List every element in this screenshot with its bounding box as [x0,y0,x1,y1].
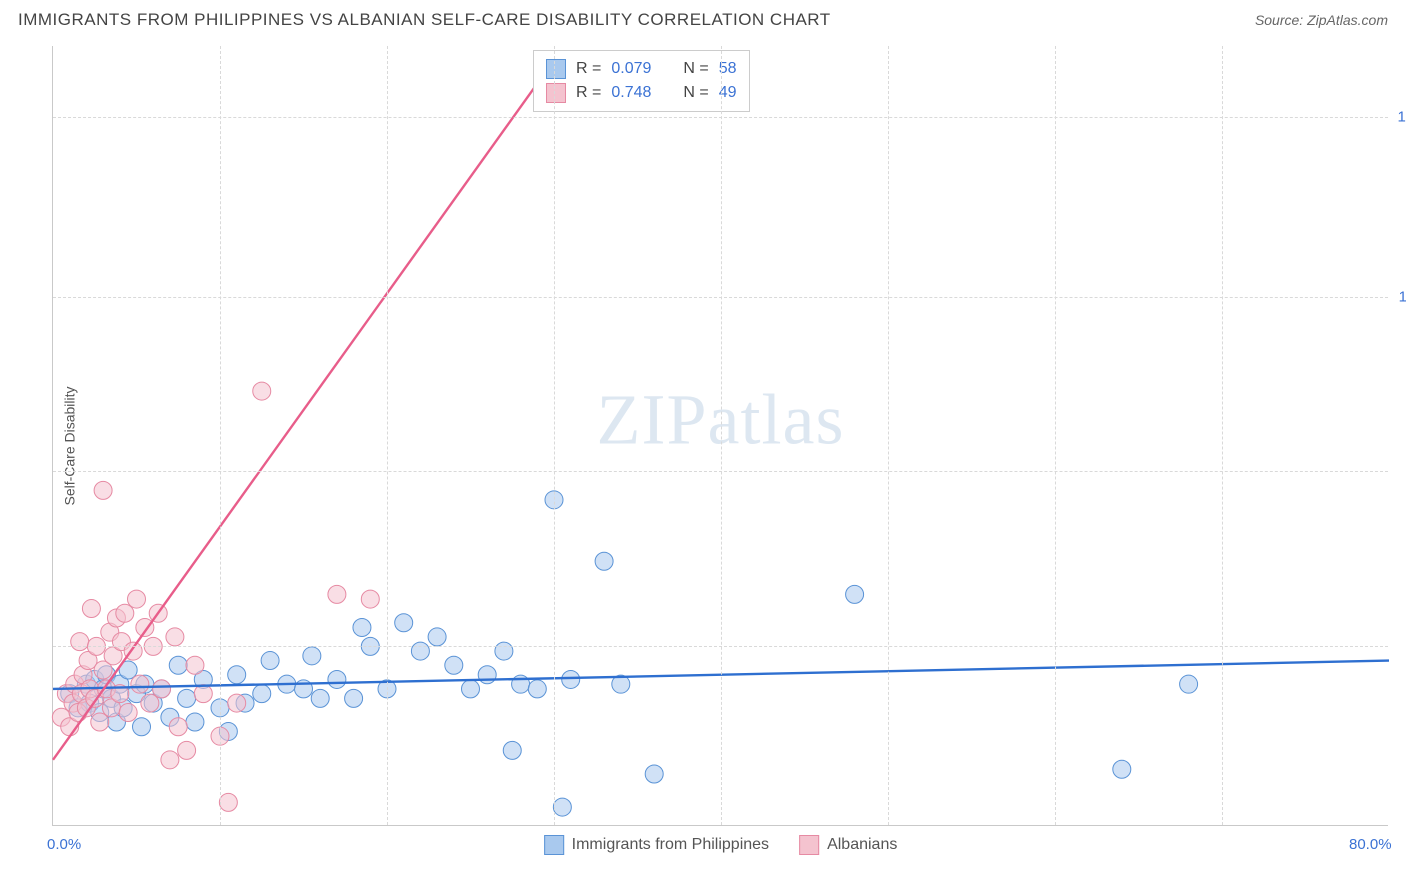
gridline-v [387,46,388,825]
data-point [528,680,546,698]
gridline-v [721,46,722,825]
data-point [194,685,212,703]
data-point [328,585,346,603]
data-point [91,713,109,731]
data-point [445,656,463,674]
data-point [133,718,151,736]
data-point [478,666,496,684]
data-point [166,628,184,646]
y-tick-label: 15.0% [1397,108,1406,125]
legend-row-series2: R = 0.748 N = 49 [546,81,737,105]
data-point [131,675,149,693]
data-point [846,585,864,603]
r-value-series1: 0.079 [611,57,651,81]
data-point [169,718,187,736]
data-point [128,590,146,608]
legend-item-series1: Immigrants from Philippines [544,835,769,855]
data-point [253,685,271,703]
source-name: ZipAtlas.com [1307,12,1388,28]
legend-label-series1: Immigrants from Philippines [572,836,769,854]
data-point [345,689,363,707]
gridline-v [554,46,555,825]
data-point [178,689,196,707]
data-point [261,652,279,670]
chart-title: IMMIGRANTS FROM PHILIPPINES VS ALBANIAN … [18,10,831,30]
data-point [116,604,134,622]
data-point [94,481,112,499]
x-tick-label: 0.0% [47,836,81,853]
data-point [219,793,237,811]
data-point [428,628,446,646]
data-point [495,642,513,660]
data-point [228,694,246,712]
r-label: R = [576,57,601,81]
r-label: R = [576,81,601,105]
swatch-series1 [546,59,566,79]
data-point [645,765,663,783]
data-point [1180,675,1198,693]
data-point [553,798,571,816]
data-point [503,741,521,759]
data-point [395,614,413,632]
data-point [82,600,100,618]
data-point [186,713,204,731]
data-point [228,666,246,684]
gridline-v [220,46,221,825]
data-point [178,741,196,759]
data-point [253,382,271,400]
title-bar: IMMIGRANTS FROM PHILIPPINES VS ALBANIAN … [0,0,1406,36]
data-point [169,656,187,674]
source-attribution: Source: ZipAtlas.com [1255,12,1388,28]
gridline-v [1055,46,1056,825]
legend-row-series1: R = 0.079 N = 58 [546,57,737,81]
data-point [119,704,137,722]
data-point [153,680,171,698]
data-point [141,694,159,712]
swatch-series2-bottom [799,835,819,855]
source-label: Source: [1255,12,1303,28]
plot-area: ZIPatlas R = 0.079 N = 58 R = 0.748 N = … [52,46,1388,826]
data-point [328,670,346,688]
data-point [562,670,580,688]
legend-top: R = 0.079 N = 58 R = 0.748 N = 49 [533,50,750,112]
data-point [411,642,429,660]
data-point [595,552,613,570]
data-point [462,680,480,698]
data-point [353,618,371,636]
legend-item-series2: Albanians [799,835,897,855]
legend-bottom: Immigrants from Philippines Albanians [544,835,898,855]
gridline-v [1222,46,1223,825]
swatch-series2 [546,83,566,103]
y-tick-label: 11.2% [1399,288,1406,305]
r-value-series2: 0.748 [611,81,651,105]
data-point [161,751,179,769]
data-point [361,590,379,608]
gridline-v [888,46,889,825]
swatch-series1-bottom [544,835,564,855]
data-point [186,656,204,674]
legend-label-series2: Albanians [827,836,897,854]
data-point [311,689,329,707]
data-point [303,647,321,665]
n-label: N = [683,57,708,81]
data-point [1113,760,1131,778]
data-point [71,633,89,651]
n-label: N = [683,81,708,105]
x-tick-label: 80.0% [1349,836,1392,853]
